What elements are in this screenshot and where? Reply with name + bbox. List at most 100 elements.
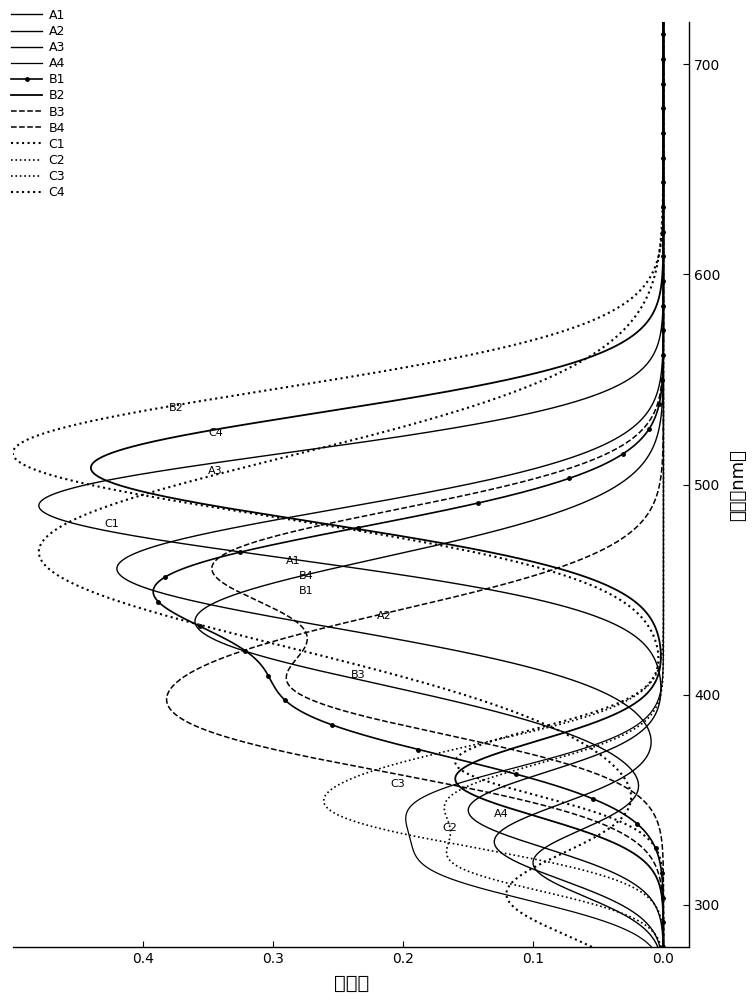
B1 — [149, 586, 158, 598]
B2 — [659, 16, 668, 28]
B3 — [659, 35, 668, 47]
Line: C2: C2 — [444, 22, 664, 947]
Text: B3: B3 — [351, 670, 366, 680]
B4 — [657, 835, 667, 847]
C3 — [659, 16, 668, 28]
C3 — [659, 35, 668, 47]
A2 — [659, 35, 668, 47]
A1 — [133, 546, 143, 558]
Text: C1: C1 — [104, 519, 118, 529]
C4 — [646, 835, 655, 847]
A4 — [444, 781, 453, 793]
A1 — [659, 134, 668, 146]
B1 — [648, 835, 657, 847]
A4 — [659, 586, 668, 598]
B2 — [486, 546, 495, 558]
C1 — [587, 941, 596, 953]
C2 — [444, 835, 453, 847]
C1 — [583, 835, 592, 847]
C1 — [89, 586, 98, 598]
C2 — [659, 134, 668, 146]
A1 — [600, 781, 609, 793]
B3 — [455, 781, 464, 793]
Line: A1: A1 — [117, 22, 664, 947]
C3 — [659, 546, 668, 558]
B3 — [593, 546, 602, 558]
A4 — [659, 134, 668, 146]
B2 — [616, 586, 625, 598]
Text: B2: B2 — [169, 403, 184, 413]
C3 — [659, 586, 668, 598]
C4 — [659, 35, 668, 47]
B3 — [659, 16, 668, 28]
Line: A2: A2 — [195, 22, 664, 947]
A3 — [659, 35, 668, 47]
B1 — [659, 941, 668, 953]
Text: A2: A2 — [377, 611, 392, 621]
A2 — [653, 941, 662, 953]
Line: A3: A3 — [38, 22, 664, 947]
B1 — [659, 134, 668, 146]
Text: C3: C3 — [390, 779, 405, 789]
C2 — [659, 586, 668, 598]
A3 — [659, 941, 668, 953]
Text: C2: C2 — [443, 823, 457, 833]
A2 — [659, 134, 668, 146]
C1 — [659, 35, 668, 47]
C2 — [462, 781, 471, 793]
C2 — [659, 16, 668, 28]
B3 — [659, 941, 668, 953]
Text: A3: A3 — [208, 466, 222, 476]
B4 — [659, 16, 668, 28]
A4 — [406, 835, 415, 847]
A3 — [659, 16, 668, 28]
B2 — [606, 835, 615, 847]
B1 — [235, 546, 244, 558]
Line: C4: C4 — [13, 22, 664, 947]
C3 — [437, 835, 446, 847]
A2 — [659, 16, 668, 28]
C4 — [659, 16, 668, 28]
Line: B1: B1 — [152, 21, 665, 949]
Line: C3: C3 — [323, 22, 664, 947]
C4 — [602, 586, 611, 598]
Text: B4: B4 — [299, 571, 314, 581]
B2 — [659, 35, 668, 47]
A1 — [659, 35, 668, 47]
Line: A4: A4 — [406, 22, 664, 947]
C1 — [34, 546, 43, 558]
A1 — [490, 835, 499, 847]
B2 — [659, 941, 668, 953]
C2 — [659, 35, 668, 47]
Line: B4: B4 — [212, 22, 664, 947]
Text: A1: A1 — [286, 556, 301, 566]
Text: A4: A4 — [495, 809, 509, 819]
B4 — [235, 586, 244, 598]
A2 — [634, 781, 643, 793]
B3 — [630, 835, 639, 847]
A3 — [520, 835, 529, 847]
Y-axis label: 波长（nm）: 波长（nm） — [729, 449, 747, 521]
C2 — [659, 546, 668, 558]
A1 — [659, 16, 668, 28]
A2 — [401, 546, 410, 558]
Text: C4: C4 — [208, 428, 223, 438]
C4 — [659, 134, 668, 146]
Line: B2: B2 — [91, 22, 664, 947]
A1 — [155, 586, 164, 598]
X-axis label: 吸光度: 吸光度 — [333, 974, 369, 993]
C1 — [659, 134, 668, 146]
B2 — [455, 781, 464, 793]
C4 — [659, 941, 668, 953]
B1 — [659, 16, 668, 28]
C3 — [659, 941, 668, 953]
A3 — [659, 134, 668, 146]
Legend: A1, A2, A3, A4, B1, B2, B3, B4, C1, C2, C3, C4: A1, A2, A3, A4, B1, B2, B3, B4, C1, C2, … — [6, 4, 70, 204]
A4 — [647, 941, 656, 953]
A3 — [499, 586, 508, 598]
A1 — [655, 941, 664, 953]
Line: B3: B3 — [167, 22, 664, 947]
B1 — [659, 35, 668, 47]
B4 — [620, 781, 629, 793]
B4 — [659, 941, 668, 953]
